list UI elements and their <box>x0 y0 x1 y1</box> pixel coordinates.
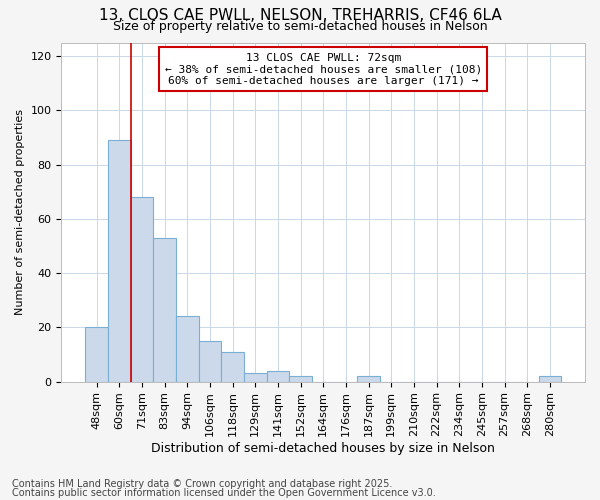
Text: Size of property relative to semi-detached houses in Nelson: Size of property relative to semi-detach… <box>113 20 487 33</box>
Bar <box>176 316 199 382</box>
Bar <box>357 376 380 382</box>
Bar <box>199 341 221 382</box>
Bar <box>289 376 312 382</box>
Y-axis label: Number of semi-detached properties: Number of semi-detached properties <box>15 109 25 315</box>
Text: Contains HM Land Registry data © Crown copyright and database right 2025.: Contains HM Land Registry data © Crown c… <box>12 479 392 489</box>
Bar <box>108 140 131 382</box>
Bar <box>221 352 244 382</box>
Bar <box>244 374 266 382</box>
Bar <box>266 370 289 382</box>
Text: 13 CLOS CAE PWLL: 72sqm
← 38% of semi-detached houses are smaller (108)
60% of s: 13 CLOS CAE PWLL: 72sqm ← 38% of semi-de… <box>164 52 482 86</box>
Bar <box>153 238 176 382</box>
Bar <box>85 328 108 382</box>
Bar <box>539 376 561 382</box>
Text: Contains public sector information licensed under the Open Government Licence v3: Contains public sector information licen… <box>12 488 436 498</box>
X-axis label: Distribution of semi-detached houses by size in Nelson: Distribution of semi-detached houses by … <box>151 442 495 455</box>
Text: 13, CLOS CAE PWLL, NELSON, TREHARRIS, CF46 6LA: 13, CLOS CAE PWLL, NELSON, TREHARRIS, CF… <box>98 8 502 22</box>
Bar <box>131 197 153 382</box>
